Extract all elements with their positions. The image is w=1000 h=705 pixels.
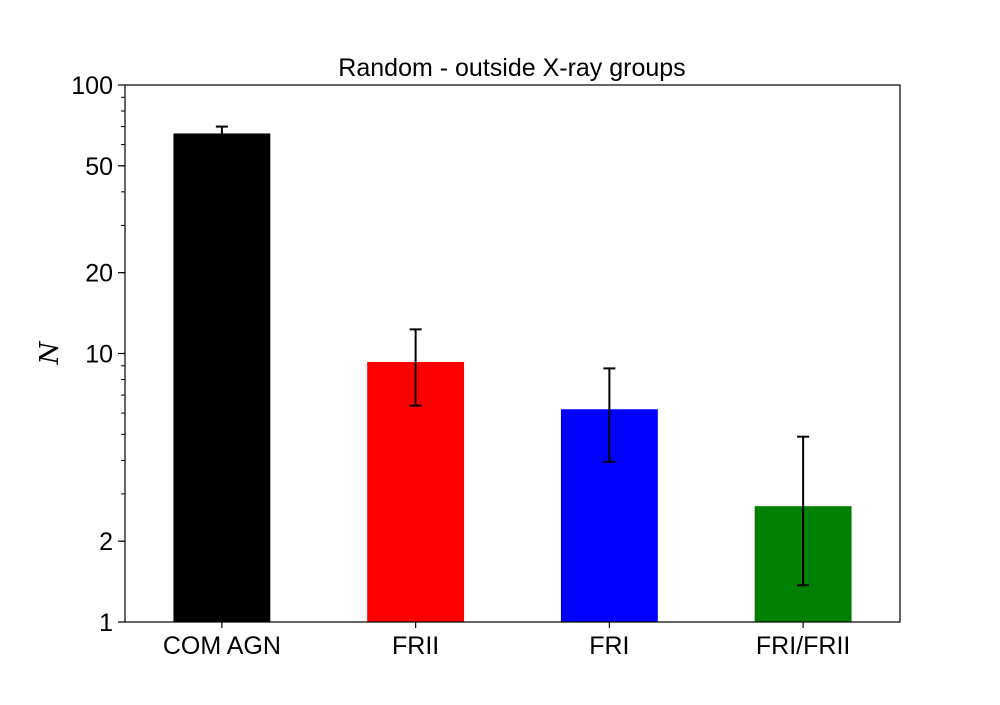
y-tick-label-4: 20	[85, 260, 113, 288]
x-tick-label-4: FRI/FRII	[756, 632, 850, 660]
x-tick-label-2: FRII	[392, 632, 439, 660]
x-axis: COM AGN FRII FRI FRI/FRII	[163, 622, 850, 660]
x-tick-label-1: COM AGN	[163, 632, 281, 660]
y-tick-label-6: 100	[71, 72, 113, 100]
error-bars-layer	[215, 125, 810, 587]
chart-title: Random - outside X-ray groups	[338, 54, 685, 82]
y-tick-label-1: 1	[99, 609, 113, 637]
x-tick-label-3: FRI	[589, 632, 629, 660]
y-tick-label-3: 10	[85, 341, 113, 369]
y-axis-label: N	[35, 340, 65, 365]
bar-1	[173, 133, 271, 622]
y-tick-label-5: 50	[85, 153, 113, 181]
y-tick-label-2: 2	[99, 528, 113, 556]
bars-layer	[173, 133, 852, 622]
y-axis: 1 2 10 20 50 100	[71, 72, 125, 637]
